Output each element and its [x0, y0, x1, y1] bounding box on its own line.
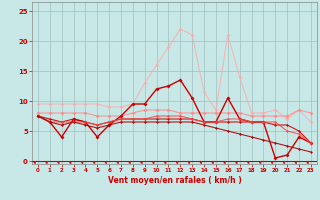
X-axis label: Vent moyen/en rafales ( km/h ): Vent moyen/en rafales ( km/h ): [108, 176, 241, 185]
